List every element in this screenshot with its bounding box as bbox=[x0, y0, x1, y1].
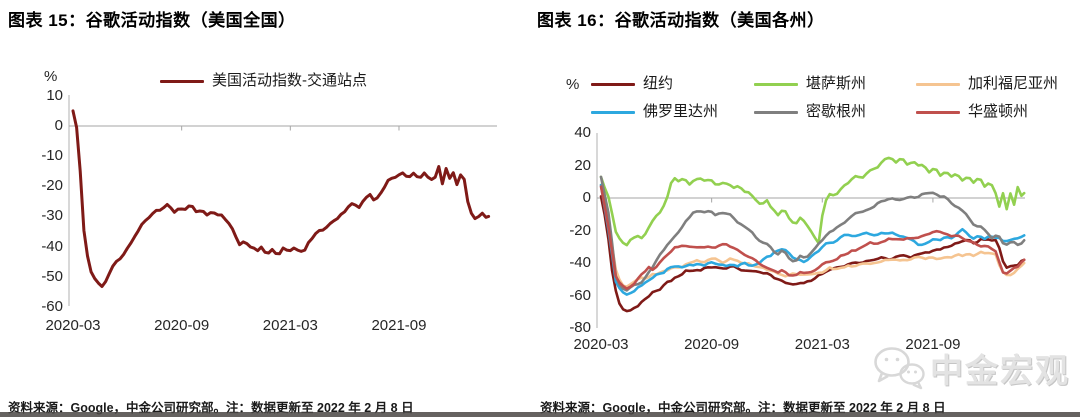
legend-swatch-kansas bbox=[754, 82, 798, 86]
legend-swatch-washington bbox=[916, 110, 960, 114]
legend-label-us-transit: 美国活动指数-交通站点 bbox=[212, 72, 367, 89]
legend-item-california: 加利福尼亚州 bbox=[916, 74, 1058, 94]
x-tick-label: 2020-09 bbox=[684, 336, 740, 353]
y-tick-label: 0 bbox=[582, 189, 591, 206]
legend-swatch-new-york bbox=[591, 82, 635, 86]
chart16-source-note: 资料来源：Google，中金公司研究部。注：数据更新至 2022 年 2 月 8… bbox=[540, 401, 946, 415]
x-tick-label: 2021-03 bbox=[262, 317, 318, 334]
y-tick-label: -40 bbox=[41, 237, 63, 255]
line-washington bbox=[599, 185, 1026, 291]
legend-item-michigan: 密歇根州 bbox=[754, 102, 866, 122]
y-tick-label: -40 bbox=[569, 254, 591, 271]
legend-item-florida: 佛罗里达州 bbox=[591, 102, 718, 122]
legend-item-us-transit: 美国活动指数-交通站点 bbox=[160, 71, 367, 91]
y-tick-label: 0 bbox=[54, 117, 63, 134]
y-tick-label: -60 bbox=[41, 297, 63, 315]
y-tick-label: 10 bbox=[46, 86, 63, 104]
y-tick-label: 20 bbox=[574, 156, 591, 174]
bottom-strip bbox=[0, 412, 1080, 417]
legend-item-washington: 华盛顿州 bbox=[916, 102, 1028, 122]
legend-swatch-california bbox=[916, 82, 960, 86]
x-tick-label: 2021-09 bbox=[371, 317, 427, 334]
x-tick-label: 2020-09 bbox=[154, 317, 210, 334]
legend-swatch-us-transit bbox=[160, 79, 204, 83]
y-tick-label: -80 bbox=[569, 319, 591, 336]
line-michigan bbox=[599, 175, 1026, 292]
line-kansas bbox=[599, 156, 1026, 247]
y-tick-label: -30 bbox=[41, 207, 63, 225]
legend-swatch-florida bbox=[591, 110, 635, 114]
y-tick-label: -60 bbox=[569, 286, 591, 304]
legend-label-new-york: 纽约 bbox=[643, 75, 674, 92]
x-tick-label: 2021-03 bbox=[794, 336, 850, 353]
y-tick-label: -20 bbox=[569, 221, 591, 239]
chart15-title: 图表 15：谷歌活动指数（美国全国） bbox=[8, 11, 296, 30]
legend-label-california: 加利福尼亚州 bbox=[968, 75, 1059, 92]
y-axis-unit-label: % bbox=[44, 68, 58, 85]
y-axis-unit-label: % bbox=[566, 76, 580, 93]
legend-swatch-michigan bbox=[754, 110, 798, 114]
legend-label-washington: 华盛顿州 bbox=[968, 103, 1029, 120]
x-tick-label: 2020-03 bbox=[45, 317, 101, 334]
legend-item-new-york: 纽约 bbox=[591, 74, 673, 94]
y-tick-label: 40 bbox=[574, 124, 591, 141]
y-tick-label: -10 bbox=[41, 147, 63, 165]
y-tick-label: -20 bbox=[41, 177, 63, 195]
x-tick-label: 2021-09 bbox=[905, 336, 961, 353]
x-tick-label: 2020-03 bbox=[573, 336, 629, 353]
line-us-transit bbox=[71, 109, 491, 288]
y-tick-label: -50 bbox=[41, 267, 63, 285]
chart16-title: 图表 16：谷歌活动指数（美国各州） bbox=[537, 11, 825, 30]
legend-item-kansas: 堪萨斯州 bbox=[754, 74, 866, 94]
legend-label-michigan: 密歇根州 bbox=[806, 103, 867, 120]
line-new-york bbox=[599, 195, 1026, 313]
legend-label-florida: 佛罗里达州 bbox=[643, 103, 719, 120]
legend-label-kansas: 堪萨斯州 bbox=[806, 75, 867, 92]
chart15-source-note: 资料来源：Google，中金公司研究部。注：数据更新至 2022 年 2 月 8… bbox=[8, 401, 414, 415]
